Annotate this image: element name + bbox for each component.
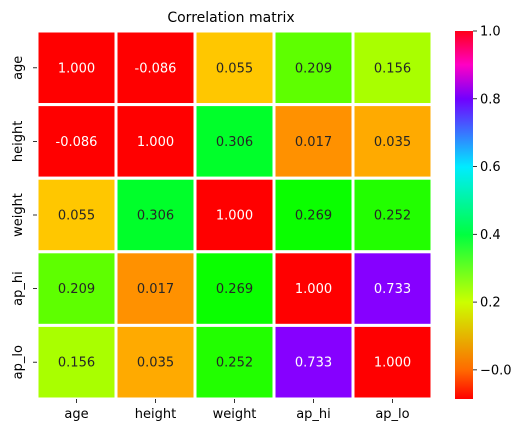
heatmap-cell-label: 0.733 <box>295 356 332 371</box>
colorbar-axis: −0.0 0.2 0.4 0.6 0.8 1.0 <box>473 25 512 378</box>
heatmap-cell-label: 0.306 <box>216 135 253 150</box>
heatmap-cell-label: 0.252 <box>374 209 411 224</box>
colorbar-gradient <box>455 31 473 399</box>
colorbar-tick-label: 0.6 <box>480 160 501 175</box>
heatmap-cell-label: 0.017 <box>137 282 174 297</box>
y-tick-label-ap_hi: ap_hi <box>11 271 26 306</box>
heatmap-cell-label: 0.306 <box>137 209 174 224</box>
colorbar-tick-label: 0.4 <box>480 228 501 243</box>
x-tick-label-weight: weight <box>213 407 257 422</box>
x-tick-label-height: height <box>135 407 176 422</box>
heatmap-cell-weight-ap_hi <box>272 176 355 254</box>
heatmap-cell-label: 1.000 <box>295 282 332 297</box>
heatmap-cell-ap_lo-height <box>114 323 197 401</box>
heatmap-cell-label: 0.035 <box>137 356 174 371</box>
x-tick-label-ap_hi: ap_hi <box>296 407 331 422</box>
heatmap-cell-ap_hi-height <box>114 250 197 327</box>
colorbar-tick-label: 1.0 <box>480 25 501 40</box>
chart-title: Correlation matrix <box>167 10 294 26</box>
heatmap-cell-weight-height <box>114 176 197 254</box>
heatmap-cell-label: 0.156 <box>374 61 411 76</box>
y-tick-label-ap_lo: ap_lo <box>11 345 26 379</box>
y-axis: age height weight ap_hi ap_lo <box>11 56 37 379</box>
heatmap-cell-label: 1.000 <box>216 209 253 224</box>
heatmap-cell-label: -0.086 <box>56 135 98 150</box>
heatmap-cell-label: 0.209 <box>295 61 332 76</box>
heatmap-cell-label: 0.269 <box>216 282 253 297</box>
colorbar <box>455 31 473 399</box>
heatmap-cell-ap_hi-ap_lo <box>351 250 434 327</box>
heatmap-cell-label: 0.017 <box>295 135 332 150</box>
colorbar-tick-label: −0.0 <box>480 363 512 378</box>
heatmap-cell-label: 0.209 <box>58 282 95 297</box>
heatmap-cell-label: 0.055 <box>58 209 95 224</box>
x-tick-label-age: age <box>64 407 88 422</box>
heatmap-cell-label: 0.035 <box>374 135 411 150</box>
x-axis: age height weight ap_hi ap_lo <box>64 399 410 422</box>
heatmap-cell-label: 1.000 <box>58 61 95 76</box>
heatmap-cell-label: 1.000 <box>374 356 411 371</box>
heatmap-cell-label: 0.055 <box>216 61 253 76</box>
y-tick-label-weight: weight <box>11 193 26 237</box>
heatmap-cell-ap_hi-ap_hi <box>272 250 355 327</box>
y-tick-label-age: age <box>11 56 26 80</box>
heatmap-cell-label: 0.252 <box>216 356 253 371</box>
colorbar-tick-label: 0.8 <box>480 92 501 107</box>
heatmap-cell-height-weight <box>193 103 276 180</box>
heatmap-cell-label: 1.000 <box>137 135 174 150</box>
y-tick-label-height: height <box>11 121 26 162</box>
heatmap-cell-label: 0.156 <box>58 356 95 371</box>
heatmap-cell-ap_lo-weight <box>193 323 276 401</box>
heatmap-cell-label: -0.086 <box>135 61 177 76</box>
heatmap-cell-height-ap_lo <box>351 103 434 180</box>
x-tick-label-ap_lo: ap_lo <box>375 407 409 422</box>
heatmap-cell-label: 0.269 <box>295 209 332 224</box>
heatmap-cell-label: 0.733 <box>374 282 411 297</box>
colorbar-tick-label: 0.2 <box>480 296 501 311</box>
heatmap-grid: 1.000 -0.086 0.055 0.209 0.156 -0.086 1.000 0.3… <box>35 29 434 401</box>
